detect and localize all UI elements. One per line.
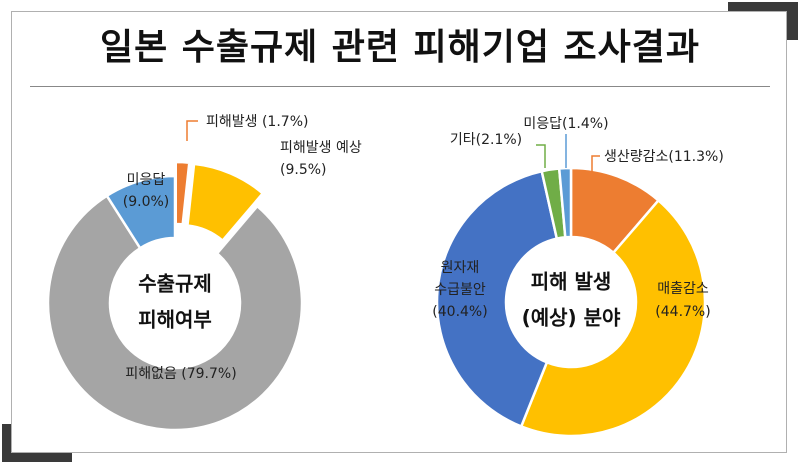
slice-label-피해발생-예상: (9.5%) (280, 162, 327, 178)
slice-label-피해없음: 피해없음 (79.7%) (125, 366, 236, 382)
title-divider (30, 86, 770, 87)
donut-center-label: 피해 발생 (531, 270, 612, 294)
slice-label-미응답: (9.0%) (123, 194, 170, 210)
leader-line-생산량감소 (591, 155, 600, 172)
slice-label-생산량감소: 생산량감소(11.3%) (604, 149, 724, 165)
slice-label-매출감소: (44.7%) (655, 304, 710, 320)
slice-label-미응답: 미응답 (127, 172, 166, 188)
slice-label-피해발생: 피해발생 (1.7%) (206, 114, 308, 130)
slice-피해발생-예상 (186, 162, 265, 243)
donut-center-label: 수출규제 (138, 272, 212, 296)
donut-center-label: 피해여부 (138, 308, 212, 332)
slice-label-매출감소: 매출감소 (657, 281, 709, 297)
leader-line-피해발생 (186, 120, 198, 141)
donut-chart-damage-status: 피해발생 (1.7%) 피해발생 예상 (9.5%) 피해없음 (79.7%) 미응답 (… (46, 114, 362, 432)
slice-label-미응답: 미응답(1.4%) (523, 116, 608, 132)
page-title: 일본 수출규제 관련 피해기업 조사결과 (99, 27, 701, 68)
leader-line-기타 (536, 144, 546, 168)
slice-label-원자재-수급불안: 수급불안 (434, 282, 486, 298)
slice-미응답 (557, 166, 573, 239)
slice-미응답 (105, 174, 177, 250)
slice-label-피해발생-예상: 피해발생 예상 (280, 140, 362, 156)
slice-label-기타: 기타(2.1%) (450, 132, 522, 148)
slice-피해없음 (46, 194, 304, 432)
slice-label-원자재-수급불안: (40.4%) (432, 304, 487, 320)
donut-center-label: (예상) 분야 (522, 306, 621, 330)
slice-원자재-수급불안 (435, 169, 559, 429)
slice-매출감소 (519, 198, 707, 438)
slice-label-원자재-수급불안: 원자재 (441, 260, 480, 276)
slice-피해발생 (174, 160, 191, 226)
